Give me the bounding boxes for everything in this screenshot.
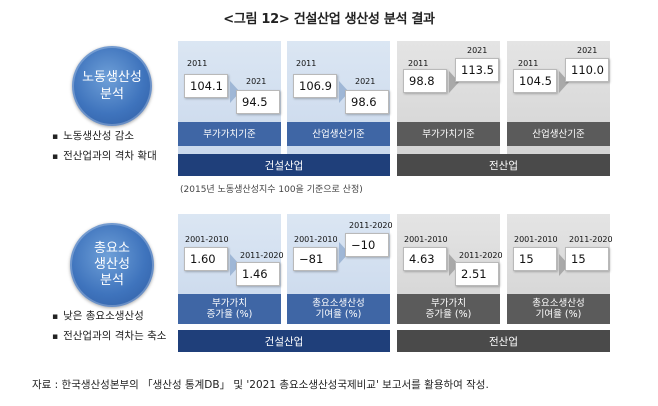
source-note: 자료 : 한국생산성본부의 「생산성 통계DB」 및 '2021 총요소생산성국… (32, 379, 489, 391)
year-label-start: 2011 (187, 59, 208, 68)
arrow-icon (339, 81, 349, 103)
value-start: −81 (293, 247, 337, 271)
bullet-item: 낮은 총요소생산성 (52, 307, 166, 327)
period-label-end: 2011-2020 (240, 251, 284, 260)
panel-caption: 총요소생산성 기여율 (%) (507, 294, 610, 324)
year-label-start: 2011 (408, 59, 429, 68)
tfp-circle: 총요소 생산성 분석 (70, 223, 154, 307)
band-all-industry: 전산업 (397, 330, 610, 352)
labor-productivity-circle: 노동생산성 분석 (72, 46, 152, 126)
value-start: 104.5 (513, 69, 557, 93)
period-label-start: 2001-2010 (514, 235, 558, 244)
panel-all-industry-va-growth: 2001-2010 4.63 2011-2020 2.51 부가가치 증가율 (… (397, 214, 503, 324)
value-start: 98.8 (403, 69, 447, 93)
caption-line: 증가율 (%) (206, 309, 253, 320)
circle-line: 노동생산성 (82, 70, 142, 85)
circle-line: 분석 (100, 87, 124, 102)
circle-line: 총요소 (94, 241, 130, 256)
bullet-item: 전산업과의 격차는 축소 (52, 327, 166, 347)
panel-caption: 산업생산기준 (507, 122, 610, 146)
circle-line: 분석 (100, 273, 124, 288)
value-end: 94.5 (236, 90, 280, 114)
panel-all-industry-value-added: 2011 98.8 2021 113.5 부가가치기준 (397, 41, 500, 162)
index-basis-note: (2015년 노동생산성지수 100을 기준으로 산정) (180, 185, 363, 195)
period-label-start: 2001-2010 (294, 235, 338, 244)
year-label-end: 2021 (577, 46, 598, 55)
caption-line: 기여율 (%) (315, 309, 362, 320)
panel-caption: 부가가치 증가율 (%) (178, 294, 281, 324)
section1-bullets: 노동생산성 감소 전산업과의 격차 확대 (52, 127, 157, 167)
year-label-end: 2021 (467, 46, 488, 55)
value-start: 1.60 (184, 247, 228, 271)
period-label-end: 2011-2020 (459, 251, 503, 260)
panel-caption: 부가가치 증가율 (%) (397, 294, 500, 324)
value-end: 2.51 (455, 262, 499, 286)
panel-caption: 총요소생산성 기여율 (%) (287, 294, 390, 324)
year-label-end: 2021 (355, 77, 376, 86)
panel-construction-industrial-output: 2011 106.9 2021 98.6 산업생산기준 (287, 41, 390, 162)
period-label-start: 2001-2010 (185, 235, 229, 244)
caption-line: 기여율 (%) (535, 309, 582, 320)
bullet-item: 전산업과의 격차 확대 (52, 147, 157, 167)
arrow-icon (230, 81, 240, 103)
arrow-icon (449, 254, 459, 276)
panel-caption: 부가가치기준 (397, 122, 500, 146)
arrow-icon (339, 242, 349, 264)
bullet-item: 노동생산성 감소 (52, 127, 157, 147)
panel-construction-va-growth: 2001-2010 1.60 2011-2020 1.46 부가가치 증가율 (… (178, 214, 284, 324)
band-all-industry: 전산업 (397, 154, 610, 176)
circle-line: 생산성 (94, 257, 130, 272)
panel-construction-value-added: 2011 104.1 2021 94.5 부가가치기준 (178, 41, 281, 162)
panel-caption: 산업생산기준 (287, 122, 390, 146)
caption-line: 총요소생산성 (532, 298, 585, 309)
band-construction: 건설산업 (178, 154, 390, 176)
value-start: 106.9 (293, 74, 337, 98)
section2-bullets: 낮은 총요소생산성 전산업과의 격차는 축소 (52, 307, 166, 347)
arrow-icon (559, 71, 569, 93)
period-label-end: 2011-2020 (349, 221, 393, 230)
caption-line: 부가가치 (212, 298, 247, 309)
panel-construction-tfp-contribution: 2001-2010 −81 2011-2020 −10 총요소생산성 기여율 (… (287, 214, 393, 324)
arrow-icon (559, 254, 569, 276)
year-label-start: 2011 (518, 59, 539, 68)
year-label-start: 2011 (296, 59, 317, 68)
value-end: 110.0 (565, 58, 609, 82)
figure-title: <그림 12> 건설산업 생산성 분석 결과 (223, 12, 435, 27)
band-construction: 건설산업 (178, 330, 390, 352)
panel-all-industry-tfp-contribution: 2001-2010 15 2011-2020 15 총요소생산성 기여율 (%) (507, 214, 613, 324)
arrow-icon (230, 254, 240, 276)
period-label-start: 2001-2010 (404, 235, 448, 244)
panel-all-industry-industrial-output: 2011 104.5 2021 110.0 산업생산기준 (507, 41, 610, 162)
value-end: 1.46 (236, 262, 280, 286)
value-start: 4.63 (403, 247, 447, 271)
caption-line: 총요소생산성 (312, 298, 365, 309)
value-end: 98.6 (345, 90, 389, 114)
arrow-icon (449, 71, 459, 93)
value-start: 15 (513, 247, 557, 271)
value-start: 104.1 (184, 74, 228, 98)
panel-caption: 부가가치기준 (178, 122, 281, 146)
value-end: −10 (345, 233, 389, 257)
caption-line: 증가율 (%) (425, 309, 472, 320)
value-end: 15 (565, 247, 609, 271)
period-label-end: 2011-2020 (569, 235, 613, 244)
caption-line: 부가가치 (431, 298, 466, 309)
year-label-end: 2021 (246, 77, 267, 86)
value-end: 113.5 (455, 58, 499, 82)
